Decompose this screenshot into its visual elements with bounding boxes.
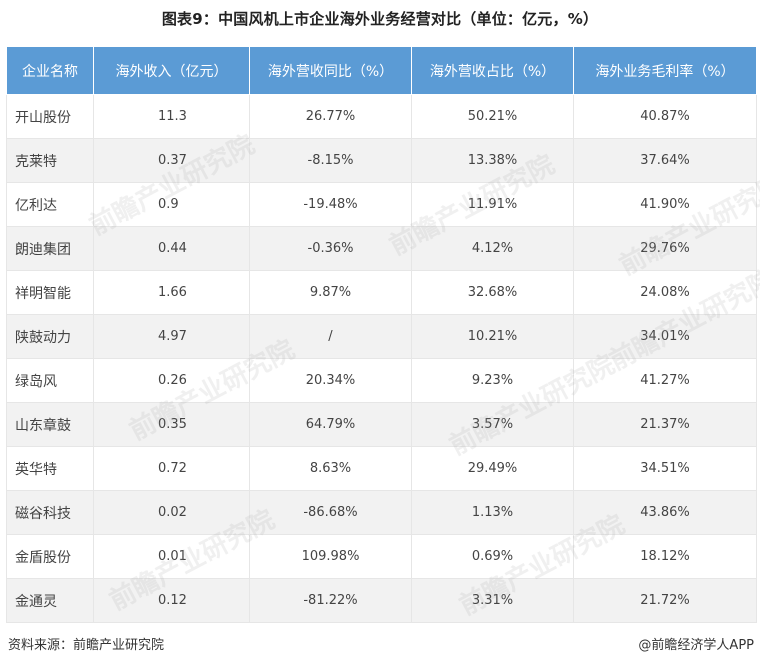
- value-cell: 3.57%: [411, 402, 574, 447]
- company-name-cell: 亿利达: [6, 182, 94, 227]
- data-table: 企业名称 海外收入（亿元） 海外营收同比（%） 海外营收占比（%） 海外业务毛利…: [6, 46, 757, 623]
- company-name-cell: 金通灵: [6, 578, 94, 623]
- value-cell: 43.86%: [573, 490, 757, 535]
- value-cell: 4.97: [93, 314, 250, 359]
- table-row: 金通灵 0.12 -81.22% 3.31% 21.72%: [6, 578, 757, 623]
- value-cell: 1.66: [93, 270, 250, 315]
- table-row: 绿岛风 0.26 20.34% 9.23% 41.27%: [6, 358, 757, 403]
- table-row: 英华特 0.72 8.63% 29.49% 34.51%: [6, 446, 757, 491]
- value-cell: 34.51%: [573, 446, 757, 491]
- value-cell: 41.90%: [573, 182, 757, 227]
- value-cell: 21.72%: [573, 578, 757, 623]
- value-cell: 10.21%: [411, 314, 574, 359]
- company-name-cell: 英华特: [6, 446, 94, 491]
- value-cell: 0.44: [93, 226, 250, 271]
- value-cell: 18.12%: [573, 534, 757, 579]
- company-name-cell: 朗迪集团: [6, 226, 94, 271]
- value-cell: 9.23%: [411, 358, 574, 403]
- company-name-cell: 开山股份: [6, 94, 94, 139]
- value-cell: -81.22%: [249, 578, 412, 623]
- value-cell: 0.12: [93, 578, 250, 623]
- value-cell: 0.01: [93, 534, 250, 579]
- value-cell: 13.38%: [411, 138, 574, 183]
- value-cell: 32.68%: [411, 270, 574, 315]
- table-header-row: 企业名称 海外收入（亿元） 海外营收同比（%） 海外营收占比（%） 海外业务毛利…: [6, 46, 757, 95]
- value-cell: 26.77%: [249, 94, 412, 139]
- table-row: 亿利达 0.9 -19.48% 11.91% 41.90%: [6, 182, 757, 227]
- value-cell: 0.26: [93, 358, 250, 403]
- value-cell: 29.49%: [411, 446, 574, 491]
- column-header: 海外营收同比（%）: [249, 46, 412, 95]
- value-cell: 4.12%: [411, 226, 574, 271]
- value-cell: 0.37: [93, 138, 250, 183]
- value-cell: 9.87%: [249, 270, 412, 315]
- value-cell: 21.37%: [573, 402, 757, 447]
- value-cell: 0.35: [93, 402, 250, 447]
- value-cell: 50.21%: [411, 94, 574, 139]
- company-name-cell: 克莱特: [6, 138, 94, 183]
- value-cell: 3.31%: [411, 578, 574, 623]
- source-note: 资料来源：前瞻产业研究院: [8, 638, 165, 653]
- company-name-cell: 陕鼓动力: [6, 314, 94, 359]
- chart-title: 图表9：中国风机上市企业海外业务经营对比（单位：亿元，%）: [161, 10, 599, 28]
- value-cell: 8.63%: [249, 446, 412, 491]
- company-name-cell: 山东章鼓: [6, 402, 94, 447]
- value-cell: 20.34%: [249, 358, 412, 403]
- company-name-cell: 磁谷科技: [6, 490, 94, 535]
- value-cell: -86.68%: [249, 490, 412, 535]
- value-cell: 109.98%: [249, 534, 412, 579]
- table-row: 陕鼓动力 4.97/10.21% 34.01%: [6, 314, 757, 359]
- value-cell: /: [249, 314, 412, 359]
- value-cell: 0.02: [93, 490, 250, 535]
- value-cell: 41.27%: [573, 358, 757, 403]
- value-cell: 34.01%: [573, 314, 757, 359]
- table-row: 开山股份 11.3 26.77% 50.21% 40.87%: [6, 94, 757, 139]
- table-row: 克莱特 0.37 -8.15% 13.38% 37.64%: [6, 138, 757, 183]
- table-row: 金盾股份 0.01 109.98% 0.69% 18.12%: [6, 534, 757, 579]
- table-body: 开山股份 11.3 26.77% 50.21% 40.87% 克莱特 0.37 -8.15% 1…: [6, 94, 757, 623]
- value-cell: 40.87%: [573, 94, 757, 139]
- column-header: 海外收入（亿元）: [93, 46, 250, 95]
- table-row: 山东章鼓 0.35 64.79% 3.57% 21.37%: [6, 402, 757, 447]
- value-cell: 1.13%: [411, 490, 574, 535]
- value-cell: -19.48%: [249, 182, 412, 227]
- value-cell: 11.91%: [411, 182, 574, 227]
- value-cell: 29.76%: [573, 226, 757, 271]
- company-name-cell: 绿岛风: [6, 358, 94, 403]
- value-cell: 24.08%: [573, 270, 757, 315]
- value-cell: 0.9: [93, 182, 250, 227]
- value-cell: 0.72: [93, 446, 250, 491]
- value-cell: 64.79%: [249, 402, 412, 447]
- company-name-cell: 祥明智能: [6, 270, 94, 315]
- value-cell: -8.15%: [249, 138, 412, 183]
- table-row: 磁谷科技 0.02 -86.68% 1.13% 43.86%: [6, 490, 757, 535]
- company-name-cell: 金盾股份: [6, 534, 94, 579]
- brand-note: @前瞻经济学人APP: [638, 638, 754, 653]
- column-header: 海外营收占比（%）: [411, 46, 574, 95]
- value-cell: 37.64%: [573, 138, 757, 183]
- column-header: 海外业务毛利率（%）: [573, 46, 757, 95]
- table-row: 朗迪集团 0.44 -0.36% 4.12% 29.76%: [6, 226, 757, 271]
- column-header: 企业名称: [6, 46, 94, 95]
- value-cell: 11.3: [93, 94, 250, 139]
- value-cell: 0.69%: [411, 534, 574, 579]
- value-cell: -0.36%: [249, 226, 412, 271]
- table-row: 祥明智能 1.66 9.87% 32.68% 24.08%: [6, 270, 757, 315]
